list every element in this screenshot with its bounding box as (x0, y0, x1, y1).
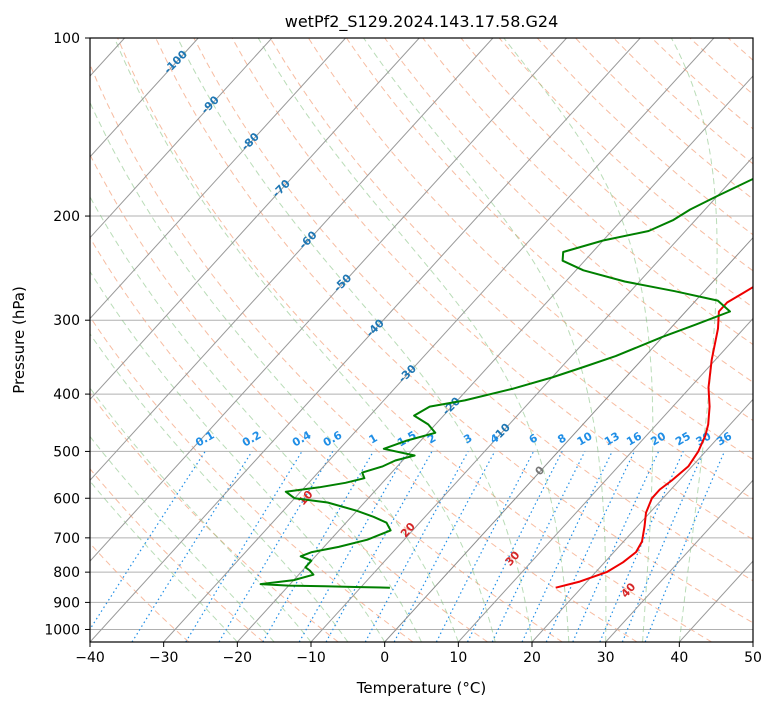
x-tick-label: 10 (449, 650, 467, 666)
x-tick-label: 50 (744, 650, 762, 666)
isotherm-line (605, 479, 753, 642)
y-tick-label: 700 (53, 531, 80, 547)
moist-adiabat-line (363, 38, 607, 642)
moist-adiabat-line (503, 38, 654, 642)
x-tick-label: −10 (296, 650, 326, 666)
isotherm-line (457, 317, 753, 642)
y-tick-label: 900 (53, 595, 80, 611)
moist-adiabat-line (90, 270, 386, 642)
dry-adiabat-line (307, 38, 753, 461)
dewpoint-profile (259, 177, 753, 589)
moist-adiabat-line (670, 38, 718, 642)
isotherm-line (90, 38, 641, 642)
y-tick-label: 100 (53, 31, 80, 47)
mixing-ratio-line (521, 451, 613, 642)
sounding-profiles (259, 177, 753, 589)
dry-adiabat-line (155, 38, 753, 624)
x-tick-label: 0 (380, 650, 389, 666)
isotherm-line (163, 38, 715, 642)
y-tick-label: 800 (53, 565, 80, 581)
dry-adiabat-line (90, 63, 638, 642)
isotherm-line (310, 156, 753, 642)
dry-adiabat-line (90, 236, 488, 642)
moist-adiabat-line (90, 435, 275, 642)
plot-frame (89, 37, 754, 643)
x-tick-label: 40 (670, 650, 688, 666)
dry-adiabat-line (766, 38, 775, 642)
y-tick-label: 600 (53, 491, 80, 507)
y-tick-label: 400 (53, 387, 80, 403)
moist-adiabat-line (114, 38, 496, 642)
isotherms (90, 38, 753, 642)
dry-adiabat-line (193, 38, 753, 582)
moist-adiabat-line (90, 332, 349, 642)
x-tick-label: −30 (149, 650, 179, 666)
isotherm-line (90, 38, 420, 401)
dry-adiabat-line (90, 153, 563, 642)
y-axis-title: Pressure (hPa) (10, 286, 28, 394)
isotherm-line (90, 38, 199, 158)
x-tick-label: −20 (223, 650, 253, 666)
isotherm-line (384, 236, 753, 642)
x-tick-label: −40 (75, 650, 105, 666)
mixing-ratio-line (466, 451, 563, 642)
isotherm-line (752, 641, 753, 642)
dry-adiabat-line (269, 38, 753, 500)
mixing-ratio-line (131, 451, 253, 642)
isotherm-line (90, 38, 494, 482)
moist-adiabats (90, 38, 718, 642)
dry-adiabat-line (346, 38, 753, 422)
moist-adiabat-line (90, 480, 238, 642)
dry-adiabat-line (117, 38, 712, 642)
dry-adiabats (90, 38, 775, 642)
moist-adiabat-line (257, 38, 570, 642)
isotherm-line (90, 38, 273, 239)
isotherm-line (236, 75, 753, 642)
x-tick-label: 20 (523, 650, 541, 666)
dry-adiabat-line (90, 542, 190, 642)
isotherm-line (90, 38, 567, 562)
mixing-ratio-line (545, 451, 635, 642)
mixing-ratio-line (185, 451, 303, 642)
x-axis: −40 −30 −20 −10 0 10 20 30 40 50 (75, 642, 762, 666)
x-tick-label: 30 (597, 650, 615, 666)
moist-adiabat-line (177, 38, 533, 642)
mixing-ratio-line (364, 451, 469, 642)
chart-title: wetPf2_S129.2024.143.17.58.G24 (285, 12, 559, 32)
dry-adiabat-line (90, 468, 264, 642)
mixing-ratio-line (90, 451, 206, 631)
isotherm-line (531, 398, 753, 642)
mixing-ratio-line (218, 451, 334, 642)
y-tick-label: 500 (53, 444, 80, 460)
y-axis: 100 200 300 400 500 600 700 800 900 1000 (44, 31, 90, 638)
y-tick-label: 300 (53, 313, 80, 329)
isotherm-line (90, 38, 346, 320)
temperature-profile (555, 285, 753, 589)
y-tick-label: 1000 (44, 622, 80, 638)
moist-adiabat-line (90, 101, 459, 642)
x-axis-title: Temperature (°C) (356, 679, 486, 697)
y-tick-label: 200 (53, 209, 80, 225)
